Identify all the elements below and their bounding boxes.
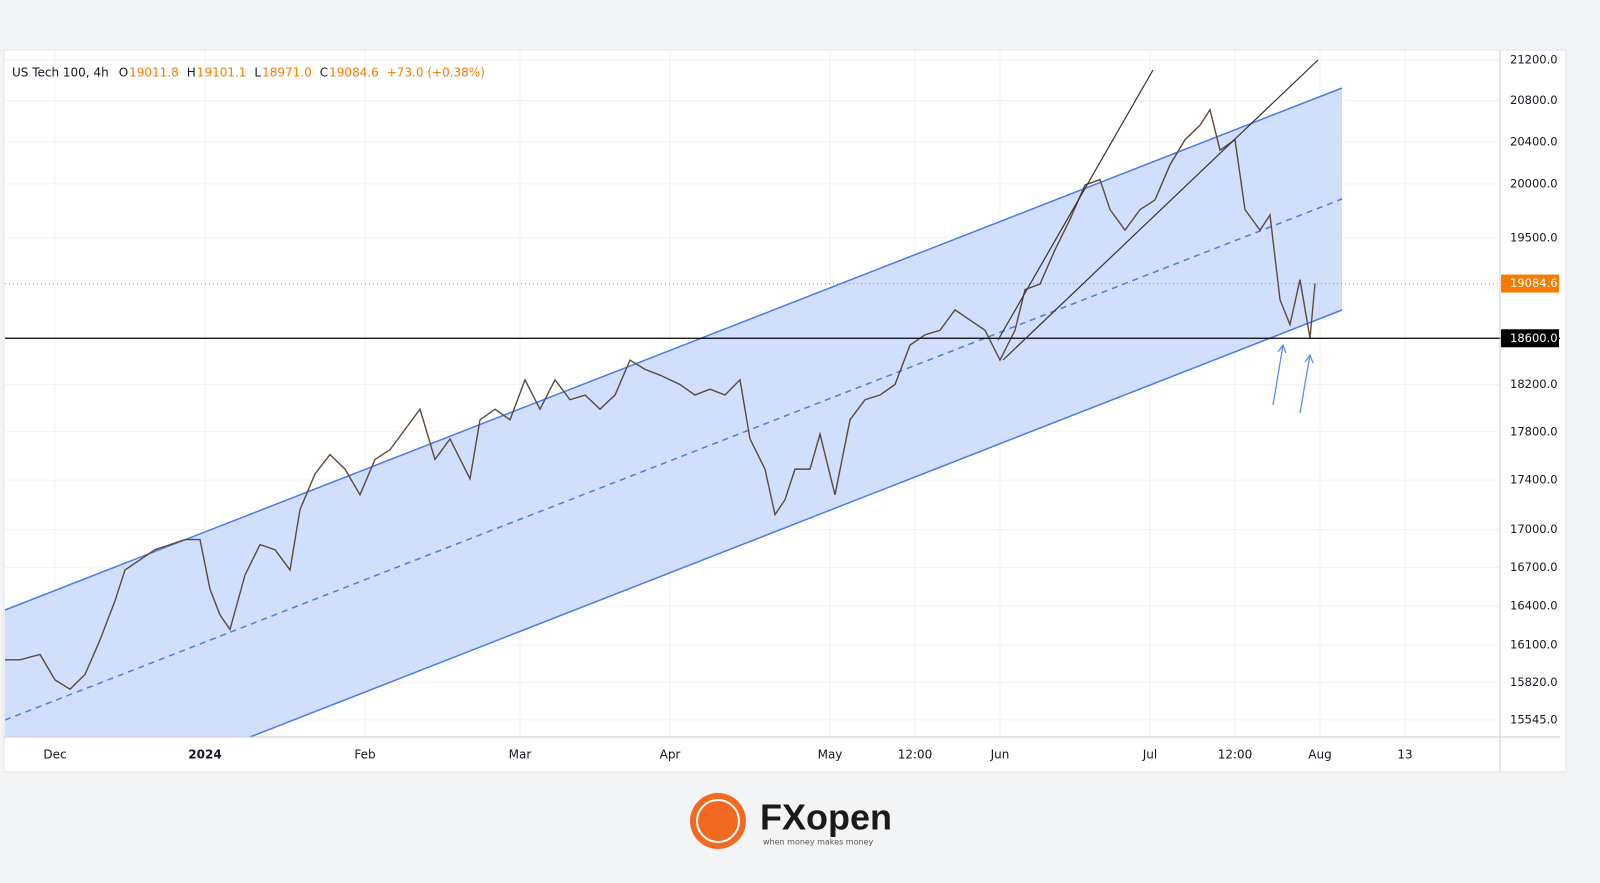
y-tick-label: 20800.0: [1510, 93, 1558, 107]
x-tick-label: 12:00: [1218, 748, 1253, 762]
ohlc-key: O: [119, 66, 128, 80]
trendline: [997, 69, 1154, 341]
y-tick-label: 17400.0: [1510, 473, 1558, 487]
y-tick-label: 20000.0: [1510, 176, 1558, 190]
x-tick-label: Jun: [990, 748, 1010, 762]
y-tick-label: 17800.0: [1510, 424, 1558, 438]
axes: 21200.0 20800.0 20400.0 20000.0 19500.0 18200…: [43, 53, 1559, 762]
ohlc-key: L: [254, 66, 261, 80]
ohlc-key: C: [320, 66, 328, 80]
x-tick-label: May: [818, 748, 843, 762]
x-tick-label: 13: [1397, 748, 1412, 762]
channel-upper: [4, 87, 1343, 611]
y-tick-label: 19500.0: [1510, 230, 1558, 244]
y-tick-label: 16100.0: [1510, 638, 1558, 652]
x-tick-label: Apr: [660, 748, 681, 762]
channel-lower: [249, 309, 1343, 738]
ohlc-value: 19084.6: [329, 66, 379, 80]
x-tick-label: 2024: [188, 748, 221, 762]
price-line: [5, 108, 1316, 691]
x-tick-label: Mar: [509, 748, 532, 762]
channel-mid: [4, 198, 1343, 721]
tagline: when money makes money: [763, 838, 873, 847]
arrow: [1299, 353, 1314, 414]
y-tick-label: 16700.0: [1510, 560, 1558, 574]
y-tick-label: 20400.0: [1510, 134, 1558, 148]
y-tick-label: 21200.0: [1510, 53, 1558, 67]
x-tick-label: 12:00: [898, 748, 933, 762]
y-tick-label: 15820.0: [1510, 675, 1558, 689]
arrow: [1272, 343, 1287, 406]
channel-fill: [5, 88, 1342, 737]
trendline: [1002, 59, 1319, 361]
x-tick-label: Dec: [43, 748, 66, 762]
logo-icon: [690, 793, 746, 849]
plot: [5, 108, 1560, 691]
y-tick-label: 18200.0: [1510, 377, 1558, 391]
ohlc-value: 19011.8: [129, 66, 179, 80]
brand: FXopen: [760, 797, 892, 838]
logo: FXopen when money makes money: [690, 793, 892, 849]
ohlc-key: H: [187, 66, 196, 80]
change: +73.0 (+0.38%): [387, 66, 485, 80]
arrows: [1272, 343, 1314, 414]
x-tick-label: Jul: [1142, 748, 1157, 762]
logo-ring: [696, 799, 740, 843]
x-tick-label: Feb: [354, 748, 375, 762]
price-tag: [1501, 329, 1559, 348]
ohlc-value: 19101.1: [197, 66, 247, 80]
price-tag-label: 19084.6: [1510, 276, 1558, 290]
y-tick-label: 16400.0: [1510, 598, 1558, 612]
ohlc-value: 18971.0: [262, 66, 312, 80]
price-tag: [1501, 274, 1559, 293]
y-tick-label: 17000.0: [1510, 522, 1558, 536]
y-tick-label: 15545.0: [1510, 712, 1558, 726]
chart-title: US Tech 100, 4h: [12, 66, 109, 80]
price-tag-label: 18600.0: [1510, 331, 1558, 345]
x-tick-label: Aug: [1308, 748, 1331, 762]
header: US Tech 100, 4h O 19011.8 H 19101.1 L 18971.0…: [12, 66, 485, 80]
